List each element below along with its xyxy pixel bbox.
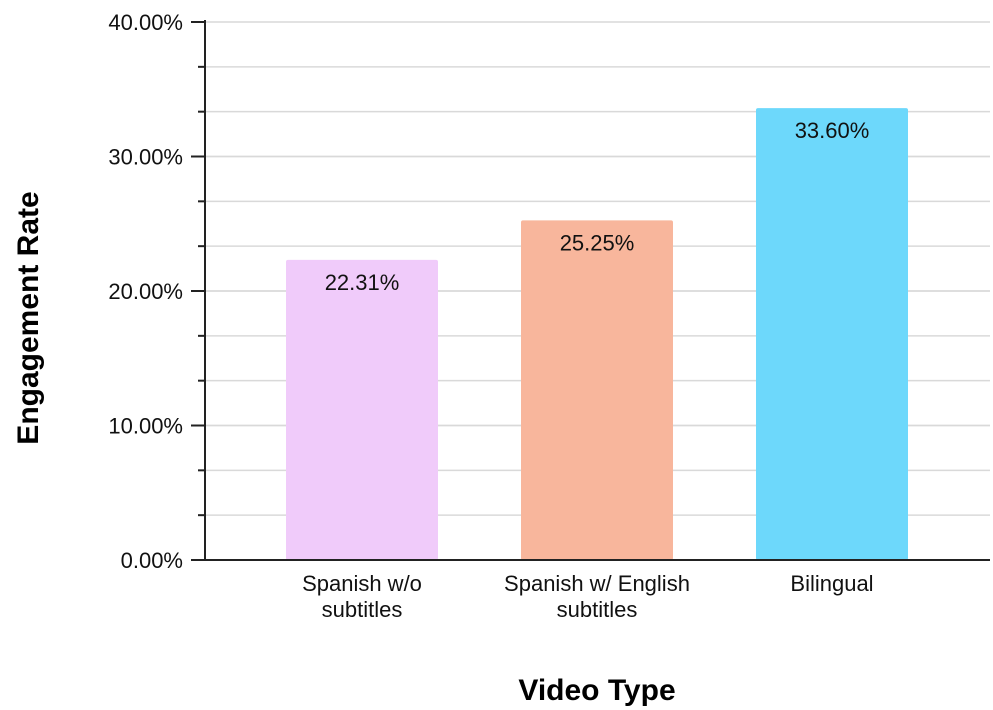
data-label: 33.60% [795, 118, 870, 143]
x-category-label: Spanish w/o [302, 571, 422, 596]
y-tick-label: 20.00% [108, 279, 183, 304]
x-axis-title: Video Type [518, 674, 675, 707]
x-category-label: subtitles [557, 597, 638, 622]
x-category-label: subtitles [322, 597, 403, 622]
data-label: 22.31% [325, 270, 400, 295]
y-axis-title: Engagement Rate [12, 191, 45, 444]
data-label: 25.25% [560, 230, 635, 255]
axes [191, 20, 990, 561]
bar [286, 259, 438, 560]
x-category-label: Spanish w/ English [504, 571, 690, 596]
y-tick-label: 30.00% [108, 145, 183, 170]
bar [756, 108, 908, 560]
labels: 0.00% 10.00% 20.00% 30.00% 40.00% 22.31% Spani… [108, 10, 873, 622]
bars [286, 108, 908, 560]
y-tick-label: 40.00% [108, 10, 183, 35]
x-category-label: Bilingual [790, 571, 873, 596]
y-tick-label: 10.00% [108, 414, 183, 439]
bar [521, 220, 673, 560]
y-tick-label: 0.00% [121, 548, 183, 573]
